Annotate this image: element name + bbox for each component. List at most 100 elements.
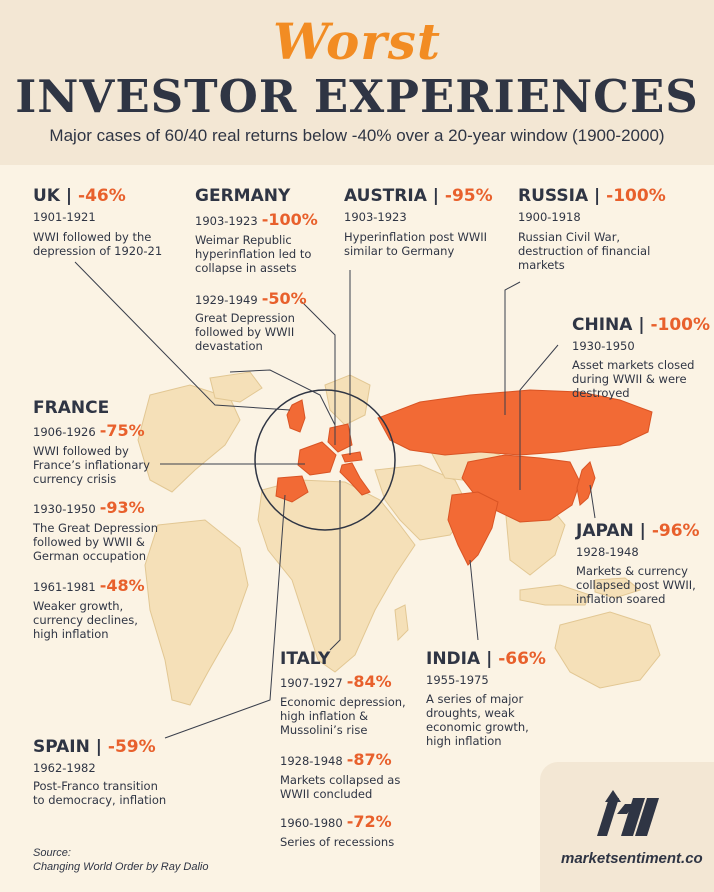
china-desc-line: Asset markets closed — [572, 358, 695, 372]
italy-shape — [339, 462, 371, 496]
france-pct-1: -75% — [99, 421, 145, 440]
madagascar-landmass — [394, 604, 409, 642]
italy-desc-line: Markets collapsed as — [280, 773, 401, 787]
china-years: 1930-1950 — [572, 339, 635, 353]
china-desc: Asset markets closed during WWII & were … — [572, 358, 714, 400]
italy-pct-1: -84% — [346, 672, 392, 691]
austria-desc: Hyperinflation post WWII similar to Germ… — [344, 230, 504, 258]
source-label: Source: — [33, 847, 71, 859]
brand-name[interactable]: marketsentiment.co — [561, 850, 703, 867]
page-title: INVESTOR EXPERIENCES — [15, 70, 699, 123]
japan-years: 1928-1948 — [576, 545, 639, 559]
france-desc-line: high inflation — [33, 627, 109, 641]
uk-desc-line: depression of 1920-21 — [33, 244, 163, 258]
uk-desc-line: WWI followed by the — [33, 230, 152, 244]
italy-years-1: 1907-1927 — [280, 676, 343, 690]
japan-desc-line: collapsed post WWII, — [576, 578, 696, 592]
france-desc-line: followed by WWII & — [33, 535, 145, 549]
india-desc-line: droughts, weak — [426, 706, 515, 720]
spain-desc: Post-Franco transition to democracy, inf… — [33, 779, 193, 807]
austria-name: AUSTRIA | — [344, 186, 439, 206]
italy-title: ITALY — [280, 649, 330, 669]
india-pct: -66% — [492, 649, 546, 669]
france-desc-line: The Great Depression — [33, 521, 159, 535]
india-period-1: 1955-1975 — [426, 673, 489, 687]
germany-desc-1: Weimar Republic hyperinflation led to co… — [195, 233, 355, 275]
uk-period-1: 1901-1921 — [33, 210, 96, 224]
world-map — [74, 261, 661, 739]
india-title: INDIA | -66% — [426, 649, 546, 669]
russia-years: 1900-1918 — [518, 210, 581, 224]
russia-period-1: 1900-1918 — [518, 210, 581, 224]
spain-shape — [275, 475, 309, 503]
france-desc-line: currency declines, — [33, 613, 138, 627]
china-desc-line: destroyed — [572, 386, 630, 400]
france-pct-3: -48% — [99, 576, 145, 595]
germany-desc-2: Great Depression followed by WWII devast… — [195, 311, 355, 353]
spain-years: 1962-1982 — [33, 761, 96, 775]
france-desc-2: The Great Depression followed by WWII & … — [33, 521, 193, 563]
russia-name: RUSSIA | — [518, 186, 601, 206]
russia-desc-line: markets — [518, 258, 565, 272]
italy-period-1: 1907-1927 -84% — [280, 672, 392, 691]
japan-desc: Markets & currency collapsed post WWII, … — [576, 564, 714, 606]
uk-shape — [286, 399, 306, 433]
germany-name: GERMANY — [195, 186, 291, 206]
spain-desc-line: Post-Franco transition — [33, 779, 158, 793]
india-shape — [447, 491, 499, 566]
spain-title: SPAIN | -59% — [33, 737, 156, 757]
china-name: CHINA | — [572, 315, 645, 335]
italy-desc-line: high inflation & — [280, 709, 369, 723]
france-period-1: 1906-1926 -75% — [33, 421, 145, 440]
japan-desc-line: inflation soared — [576, 592, 666, 606]
russia-pct: -100% — [600, 186, 666, 206]
india-desc-line: economic growth, — [426, 720, 529, 734]
japan-shape — [576, 461, 596, 506]
italy-name: ITALY — [280, 649, 331, 669]
austria-pct: -95% — [438, 186, 493, 206]
france-pct-2: -93% — [99, 498, 145, 517]
india-desc-line: high inflation — [426, 734, 502, 748]
germany-desc-line: followed by WWII — [195, 325, 295, 339]
france-shape — [297, 441, 337, 476]
austria-desc-line: similar to Germany — [344, 244, 455, 258]
north-america-landmass — [137, 384, 241, 493]
russia-title: RUSSIA | -100% — [518, 186, 666, 206]
italy-desc-line: Series of recessions — [280, 835, 395, 849]
south-america-landmass — [144, 519, 249, 706]
france-desc-3: Weaker growth, currency declines, high i… — [33, 599, 193, 641]
uk-desc: WWI followed by the depression of 1920-2… — [33, 230, 193, 258]
france-name: FRANCE — [33, 398, 110, 418]
china-period-1: 1930-1950 — [572, 339, 635, 353]
germany-pct-1: -100% — [261, 210, 318, 229]
uk-years: 1901-1921 — [33, 210, 96, 224]
france-desc-line: France’s inflationary — [33, 458, 150, 472]
source-note: Source: Changing World Order by Ray Dali… — [33, 846, 208, 874]
germany-years-2: 1929-1949 — [195, 293, 258, 307]
russia-desc-line: destruction of financial — [518, 244, 651, 258]
italy-period-2: 1928-1948 -87% — [280, 750, 392, 769]
austria-period-1: 1903-1923 — [344, 210, 407, 224]
italy-desc-line: Mussolini’s rise — [280, 723, 368, 737]
france-desc-line: currency crisis — [33, 472, 117, 486]
italy-desc-1: Economic depression, high inflation & Mu… — [280, 695, 440, 737]
china-pct: -100% — [644, 315, 711, 335]
india-name: INDIA | — [426, 649, 493, 669]
spain-desc-line: to democracy, inflation — [33, 793, 167, 807]
spain-period-1: 1962-1982 — [33, 761, 96, 775]
italy-pct-3: -72% — [346, 812, 392, 831]
italy-period-3: 1960-1980 -72% — [280, 812, 392, 831]
germany-desc-line: hyperinflation led to — [195, 247, 312, 261]
uk-pct: -46% — [72, 186, 126, 206]
italy-years-2: 1928-1948 — [280, 754, 343, 768]
russia-desc: Russian Civil War, destruction of financ… — [518, 230, 678, 272]
france-years-3: 1961-1981 — [33, 580, 96, 594]
germany-desc-line: devastation — [195, 339, 263, 353]
spain-name: SPAIN | — [33, 737, 102, 757]
france-years-1: 1906-1926 — [33, 425, 96, 439]
russia-desc-line: Russian Civil War, — [518, 230, 621, 244]
germany-years-1: 1903-1923 — [195, 214, 258, 228]
india-desc: A series of major droughts, weak economi… — [426, 692, 586, 748]
italy-pct-2: -87% — [346, 750, 392, 769]
italy-desc-line: Economic depression, — [280, 695, 406, 709]
